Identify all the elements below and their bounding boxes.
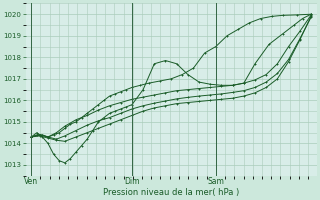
X-axis label: Pression niveau de la mer( hPa ): Pression niveau de la mer( hPa ) [103,188,239,197]
